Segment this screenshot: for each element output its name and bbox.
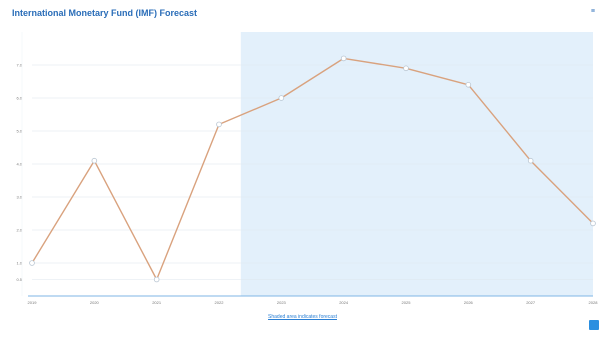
forecast-note[interactable]: Shaded area indicates forecast: [268, 314, 337, 320]
y-tick-label: 5.0: [16, 129, 22, 134]
x-tick-label: 2022: [215, 300, 225, 305]
menu-icon[interactable]: ≡: [590, 8, 595, 15]
x-tick-label: 2023: [277, 300, 287, 305]
data-point: [403, 65, 409, 72]
chart-title: International Monetary Fund (IMF) Foreca…: [12, 8, 198, 18]
data-point: [29, 260, 35, 266]
x-tick-label: 2020: [90, 300, 100, 305]
y-tick-label: 1.0: [16, 261, 22, 266]
expand-button[interactable]: [589, 320, 599, 330]
y-tick-label: 7.0: [16, 63, 22, 68]
series-line: [31, 57, 594, 281]
x-tick-label: 2025: [402, 300, 412, 305]
data-point: [216, 121, 222, 128]
data-point: [590, 220, 596, 227]
x-tick-label: 2026: [464, 300, 474, 305]
y-tick-label: 4.0: [16, 162, 22, 167]
y-tick-label: 2.0: [16, 228, 22, 233]
data-point: [340, 55, 347, 62]
data-point: [278, 95, 285, 101]
x-tick-label: 2021: [152, 300, 162, 305]
data-point: [91, 157, 98, 164]
x-tick-label: 2027: [526, 300, 536, 305]
y-tick-label: 3.0: [16, 195, 22, 200]
data-point: [527, 157, 534, 164]
data-point: [465, 82, 472, 88]
data-point: [153, 276, 160, 283]
x-tick-label: 2024: [339, 300, 349, 305]
y-tick-label: 0.5: [16, 277, 22, 282]
x-tick-label: 2019: [28, 300, 38, 305]
x-tick-label: 2028: [589, 300, 599, 305]
y-tick-label: 6.0: [16, 96, 22, 101]
